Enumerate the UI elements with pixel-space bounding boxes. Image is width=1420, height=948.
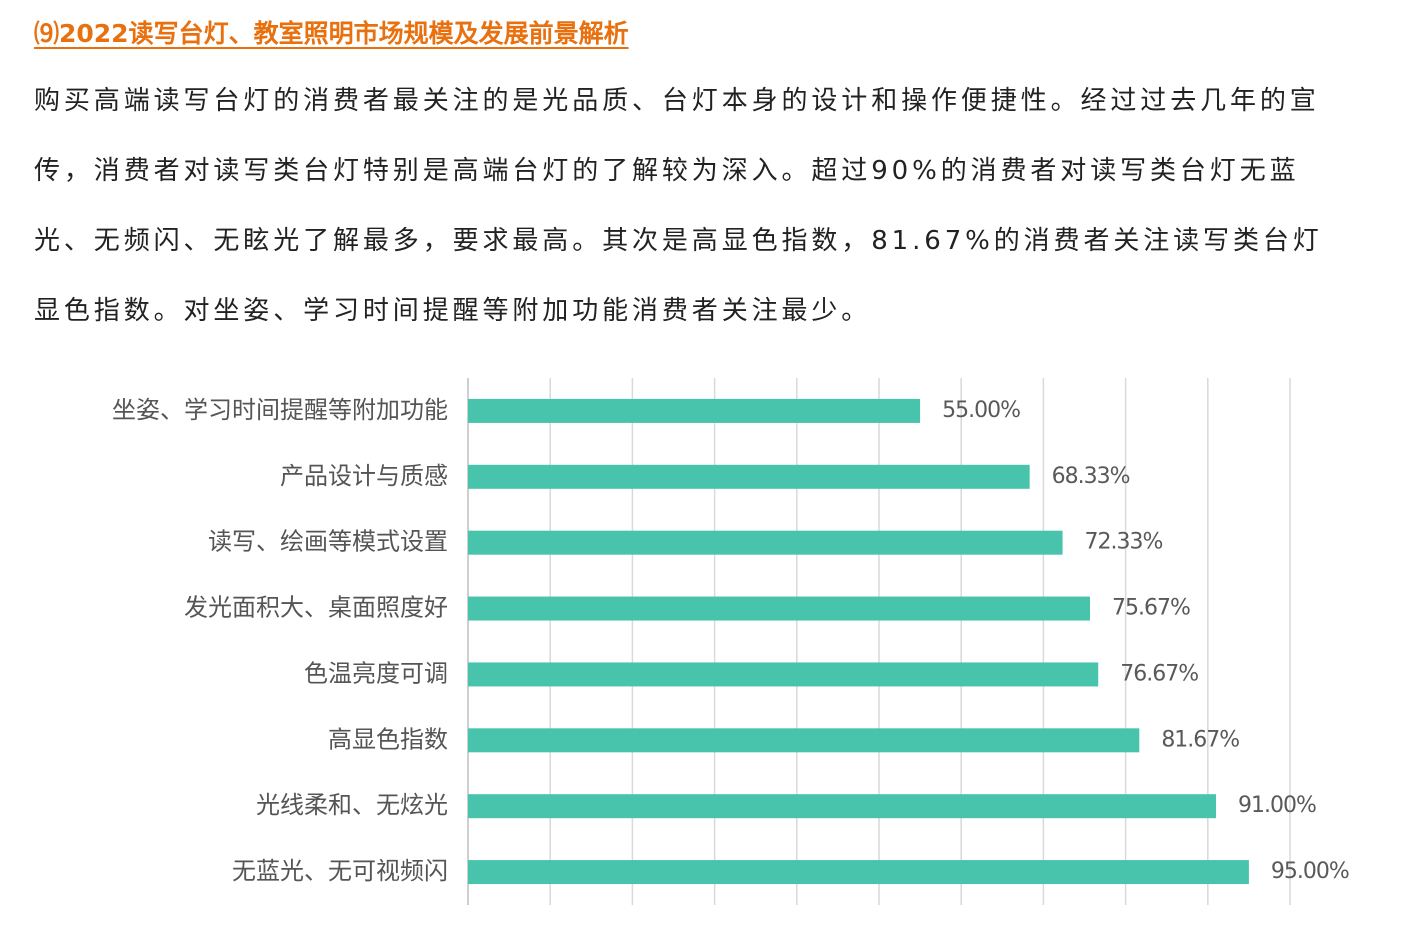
y-tick-label: 产品设计与质感	[280, 462, 448, 490]
value-label: 68.33%	[1052, 464, 1130, 489]
y-tick-label: 无蓝光、无可视频闪	[232, 857, 448, 885]
y-tick-label: 发光面积大、桌面照度好	[184, 594, 448, 622]
paragraph: 购买高端读写台灯的消费者最关注的是光品质、台灯本身的设计和操作便捷性。经过过去几…	[34, 86, 1323, 326]
bar	[468, 662, 1099, 687]
bar	[468, 464, 1030, 489]
value-label: 75.67%	[1112, 596, 1190, 621]
value-label: 91.00%	[1238, 793, 1316, 818]
heading: ⑼2022读写台灯、教室照明市场规模及发展前景解析	[34, 19, 629, 48]
y-tick-label: 色温亮度可调	[304, 659, 448, 687]
bar	[468, 530, 1063, 555]
bar	[468, 728, 1140, 753]
y-tick-label: 光线柔和、无炫光	[256, 791, 448, 819]
bar	[468, 794, 1217, 819]
y-tick-label: 坐姿、学习时间提醒等附加功能	[112, 396, 448, 424]
bar	[468, 860, 1249, 885]
value-label: 76.67%	[1120, 661, 1198, 686]
value-label: 72.33%	[1085, 530, 1163, 555]
value-label: 55.00%	[942, 398, 1020, 423]
bar	[468, 596, 1091, 621]
bar	[468, 398, 921, 423]
y-tick-label: 高显色指数	[328, 725, 448, 753]
value-label: 95.00%	[1271, 859, 1349, 884]
chart: 坐姿、学习时间提醒等附加功能 55.00% 产品设计与质感 68.33% 读写、绘画等模…	[112, 378, 1350, 905]
y-tick-label: 读写、绘画等模式设置	[208, 528, 448, 556]
value-label: 81.67%	[1161, 727, 1239, 752]
